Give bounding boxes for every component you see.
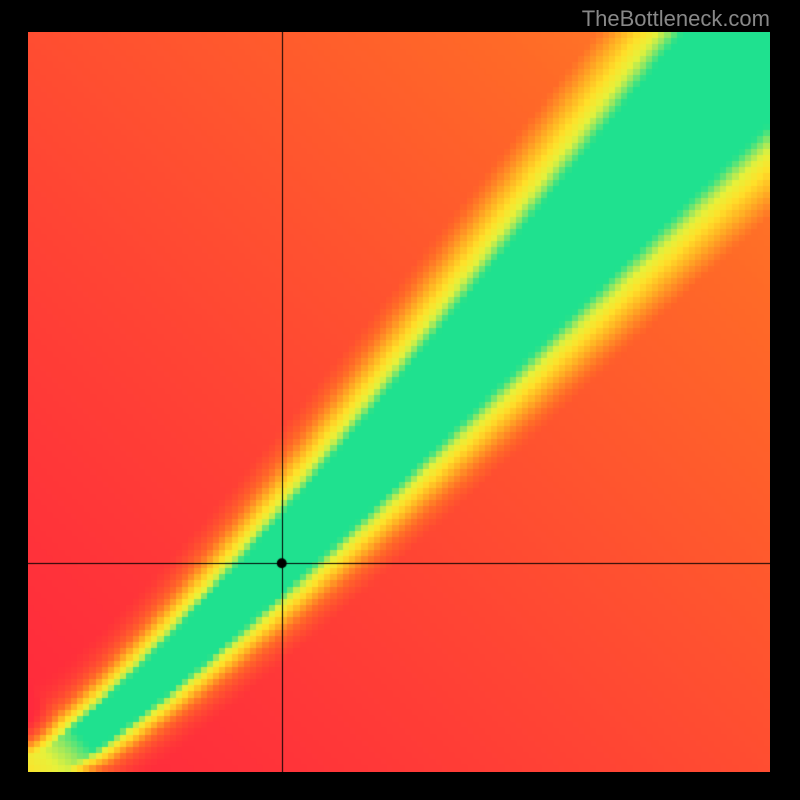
crosshair-canvas xyxy=(28,32,770,772)
watermark-text: TheBottleneck.com xyxy=(582,6,770,32)
plot-area xyxy=(28,32,770,772)
